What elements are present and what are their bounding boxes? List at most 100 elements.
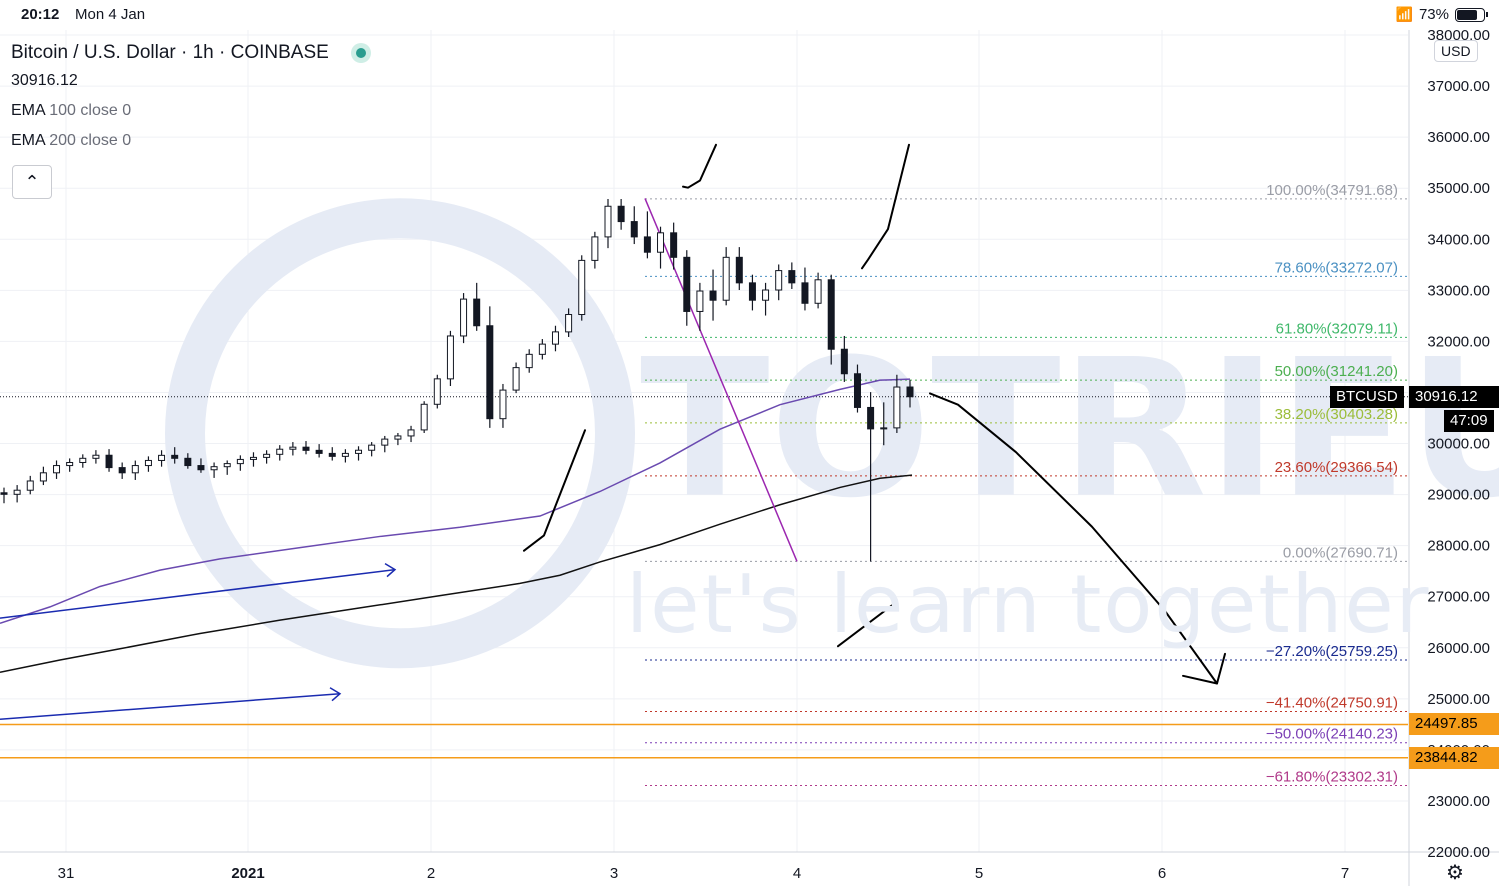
candle[interactable] — [499, 383, 507, 428]
candle[interactable] — [683, 250, 691, 326]
candle[interactable] — [735, 247, 743, 291]
candle[interactable] — [92, 450, 100, 464]
candle[interactable] — [223, 460, 231, 475]
candle[interactable] — [420, 401, 428, 433]
candle[interactable] — [118, 462, 126, 479]
candle[interactable] — [814, 272, 822, 309]
drawn-arrowhead — [1182, 652, 1226, 685]
candle[interactable] — [144, 456, 152, 472]
candle[interactable] — [249, 452, 257, 467]
candle[interactable] — [210, 462, 218, 478]
candle[interactable] — [53, 460, 61, 479]
candle[interactable] — [604, 199, 612, 249]
drawn-arrow[interactable] — [861, 143, 910, 270]
candle[interactable] — [630, 206, 638, 245]
candle[interactable] — [341, 449, 349, 463]
candle[interactable] — [591, 231, 599, 269]
candle[interactable] — [775, 264, 783, 301]
countdown-tag: 47:09 — [1444, 409, 1494, 432]
candle[interactable] — [105, 449, 113, 472]
ema-200-line[interactable] — [0, 474, 913, 673]
trend-line[interactable] — [0, 568, 396, 619]
candle[interactable] — [551, 325, 559, 352]
candle[interactable] — [0, 487, 8, 504]
candle[interactable] — [880, 402, 888, 446]
ema-100-legend[interactable]: EMA 100 close 0 — [11, 102, 371, 120]
symbol-title[interactable]: Bitcoin / U.S. Dollar · 1h · COINBASE — [11, 42, 329, 63]
collapse-legend-button[interactable]: ⌃ — [12, 165, 52, 199]
wifi-icon: 📶 — [1395, 6, 1413, 22]
candle[interactable] — [565, 308, 573, 337]
drawn-arrow[interactable] — [837, 601, 897, 648]
status-right: 📶 73% — [1395, 6, 1488, 23]
candle[interactable] — [486, 306, 494, 428]
candle[interactable] — [906, 379, 914, 408]
candle[interactable] — [368, 442, 376, 457]
candle[interactable] — [617, 199, 625, 230]
candle[interactable] — [315, 444, 323, 458]
candle[interactable] — [276, 445, 284, 461]
candle[interactable] — [197, 458, 205, 473]
candle[interactable] — [381, 435, 389, 453]
candle[interactable] — [473, 282, 481, 331]
candle[interactable] — [512, 362, 520, 394]
candle[interactable] — [407, 425, 415, 443]
candle[interactable] — [433, 374, 441, 409]
fib-level-label: −61.80%(23302.31) — [1266, 769, 1398, 786]
candle[interactable] — [538, 339, 546, 360]
candle[interactable] — [446, 330, 454, 387]
ema-200-legend[interactable]: EMA 200 close 0 — [11, 132, 371, 150]
candle[interactable] — [289, 442, 297, 456]
currency-button[interactable]: USD — [1434, 40, 1478, 62]
candle[interactable] — [394, 432, 402, 446]
candle[interactable] — [131, 460, 139, 480]
x-tick-label: 31 — [58, 865, 75, 882]
candle[interactable] — [867, 392, 875, 562]
candle[interactable] — [158, 450, 166, 467]
candle[interactable] — [66, 458, 74, 472]
candle[interactable] — [578, 255, 586, 321]
candle[interactable] — [328, 447, 336, 461]
trend-line[interactable] — [0, 692, 341, 720]
fib-level-label: −41.40%(24750.91) — [1266, 695, 1398, 712]
candle[interactable] — [643, 211, 651, 259]
candle[interactable] — [302, 441, 310, 455]
candle[interactable] — [801, 267, 809, 311]
candle[interactable] — [709, 269, 717, 321]
drawn-arrow[interactable] — [523, 429, 586, 552]
drawn-arrow[interactable] — [929, 392, 1218, 685]
candle[interactable] — [460, 293, 468, 344]
candle[interactable] — [355, 446, 363, 461]
price-chart[interactable]: TOTRIEU38000.0037000.0036000.0035000.003… — [0, 30, 1499, 886]
settings-gear-icon[interactable]: ⚙ — [1446, 862, 1464, 884]
chevron-up-icon: ⌃ — [24, 171, 40, 192]
fib-level-label: 61.80%(32079.11) — [1276, 320, 1398, 337]
candle[interactable] — [263, 450, 271, 464]
candle[interactable] — [184, 453, 192, 469]
symbol-row[interactable]: Bitcoin / U.S. Dollar · 1h · COINBASE — [11, 42, 371, 64]
candle[interactable] — [657, 226, 665, 269]
candle[interactable] — [893, 374, 901, 433]
candle[interactable] — [696, 282, 704, 331]
candle[interactable] — [13, 485, 21, 503]
ema-100-line[interactable] — [0, 378, 911, 624]
diagonal-line[interactable] — [644, 198, 798, 562]
candle[interactable] — [39, 466, 47, 486]
candle[interactable] — [748, 274, 756, 311]
candle[interactable] — [79, 454, 87, 468]
candle[interactable] — [525, 349, 533, 373]
candle[interactable] — [26, 475, 34, 495]
candle[interactable] — [853, 364, 861, 413]
candle[interactable] — [788, 262, 796, 289]
candle[interactable] — [236, 455, 244, 471]
candle[interactable] — [840, 335, 848, 382]
candle[interactable] — [762, 282, 770, 316]
candle[interactable] — [827, 274, 835, 365]
y-tick-label: 28000.00 — [1427, 538, 1490, 555]
drawn-arrow[interactable] — [682, 143, 717, 189]
candle[interactable] — [722, 247, 730, 306]
candle[interactable] — [670, 222, 678, 270]
x-tick-label: 7 — [1341, 865, 1349, 882]
candle[interactable] — [171, 447, 179, 464]
y-tick-label: 34000.00 — [1427, 231, 1490, 248]
